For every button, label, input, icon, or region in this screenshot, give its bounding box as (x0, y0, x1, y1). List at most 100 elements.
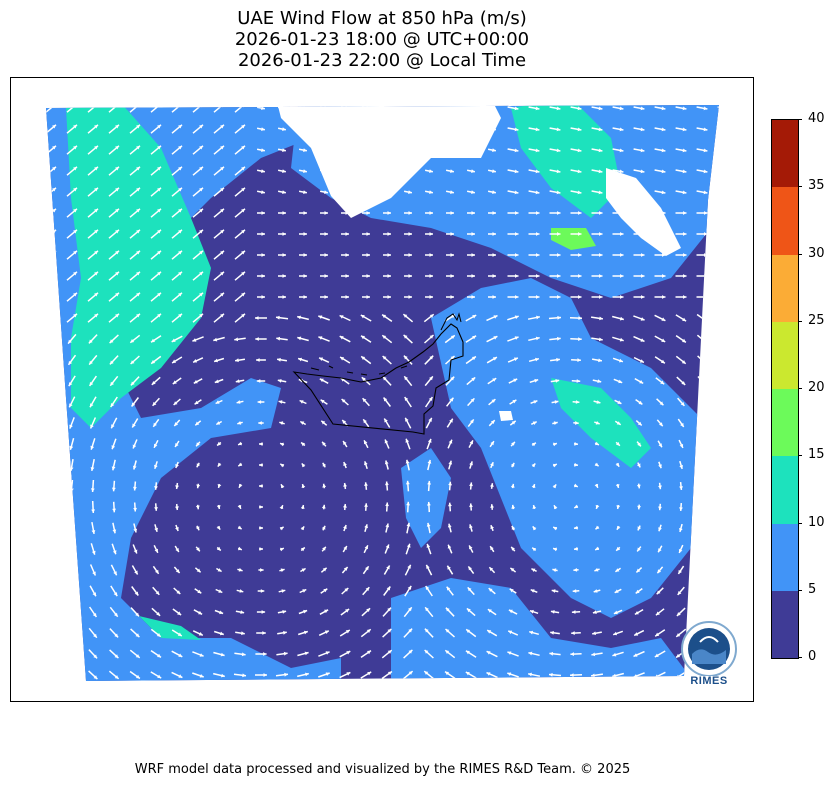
colorbar-tick-label: 35 (808, 178, 825, 194)
wind-arrow-head (595, 546, 600, 550)
wind-arrow-head (450, 295, 454, 299)
wind-arrow-head (282, 274, 286, 278)
wind-arrow-head (324, 630, 329, 634)
wind-arrow-head (241, 229, 245, 234)
wind-arrow-head (276, 336, 281, 341)
wind-arrow-head (528, 651, 533, 656)
wind-arrow-head (619, 316, 624, 321)
wind-arrow-head (387, 211, 391, 215)
wind-arrow-head (171, 338, 176, 342)
wind-arrow-head (683, 253, 687, 257)
wind-arrow-head (90, 445, 95, 450)
wind-arrow-head (199, 653, 204, 657)
wind-arrow-head (385, 502, 389, 507)
masked-terrain-dot (499, 411, 513, 421)
wind-arrow-head (303, 148, 307, 152)
wind-arrow-head (658, 548, 662, 553)
wind-arrow-head (702, 317, 707, 322)
wind-arrow-head (704, 232, 708, 236)
wind-arrow-head (572, 589, 577, 593)
wind-arrow-shaft (46, 669, 56, 681)
wind-arrow-head (724, 318, 728, 322)
wind-arrow-head (136, 105, 140, 108)
wind-arrow-head (235, 379, 240, 383)
wind-arrow-head (700, 508, 704, 512)
wind-arrow-head (424, 671, 429, 675)
wind-arrow-head (195, 526, 200, 531)
wind-arrow-head (384, 460, 389, 465)
wind-arrow-head (536, 211, 540, 215)
wind-arrow-head (195, 505, 200, 510)
wind-arrow-head (679, 443, 684, 448)
wind-arrow-head (132, 465, 137, 470)
wind-arrow-head (345, 232, 349, 236)
wind-arrow-head (151, 360, 156, 364)
wind-arrow-head (493, 336, 498, 340)
wind-arrow-head (111, 424, 115, 429)
wind-arrow-head (640, 106, 645, 111)
wind-arrow-head (156, 633, 161, 637)
wind-arrow-head (199, 292, 203, 297)
wind-arrow-head (619, 190, 624, 195)
wind-arrow-head (242, 673, 246, 678)
wind-arrow-head (52, 313, 56, 318)
wind-arrow-head (342, 420, 347, 424)
wind-arrow-head (382, 314, 387, 319)
wind-arrow-head (429, 295, 433, 299)
wind-arrow-head (178, 271, 182, 276)
wind-arrow-head (362, 398, 367, 403)
wind-arrow-head (218, 589, 223, 593)
wind-arrow-head (640, 317, 645, 321)
wind-arrow-head (178, 313, 182, 318)
wind-arrow-head (261, 169, 265, 173)
wind-arrow-head (660, 380, 665, 385)
wind-arrow-head (634, 611, 639, 615)
wind-arrow-head (136, 208, 140, 213)
wind-arrow-head (471, 148, 475, 152)
wind-arrow-head (703, 190, 708, 195)
wind-arrow-head (113, 592, 118, 597)
wind-arrow-head (577, 106, 582, 111)
wind-arrow-head (345, 630, 350, 634)
wind-arrow-head (599, 253, 603, 257)
wind-arrow-head (514, 315, 519, 320)
wind-arrow-head (281, 589, 286, 593)
wind-arrow-head (511, 525, 516, 530)
wind-arrow-head (573, 483, 578, 488)
wind-arrow-head (598, 127, 603, 132)
wind-arrow-shaft (47, 354, 55, 366)
wind-arrow-head (241, 631, 245, 636)
title-line-3: 2026-01-23 22:00 @ Local Time (237, 50, 527, 71)
wind-arrow-head (157, 145, 161, 150)
wind-arrow-head (450, 127, 454, 131)
wind-arrow-shaft (697, 607, 707, 617)
wind-arrow-head (193, 359, 198, 363)
wind-arrow-head (406, 522, 411, 527)
wind-arrow-head (552, 463, 557, 468)
wind-arrow-head (465, 650, 470, 655)
wind-arrow-head (551, 589, 556, 593)
wind-arrow-head (261, 127, 265, 131)
wind-arrow-head (221, 673, 225, 678)
wind-arrow-head (492, 253, 496, 257)
wind-arrow-head (620, 295, 624, 299)
wind-arrow-head (721, 488, 725, 492)
wind-arrow-head (445, 671, 449, 676)
wind-arrow-head (213, 337, 218, 342)
wind-arrow-head (408, 169, 412, 173)
wind-arrow-head (319, 378, 324, 383)
wind-arrow-shaft (49, 479, 53, 493)
wind-arrow-head (324, 127, 328, 131)
wind-arrow-head (594, 483, 599, 488)
wind-arrow-head (115, 250, 119, 255)
wind-arrow-head (279, 547, 284, 552)
wind-arrow-head (616, 525, 621, 530)
wind-arrow-head (364, 461, 368, 466)
wind-arrow-head (115, 313, 119, 318)
wind-arrow-head (284, 672, 288, 677)
title-line-2: 2026-01-23 18:00 @ UTC+00:00 (234, 29, 530, 50)
wind-arrow-head (620, 232, 624, 236)
wind-arrow-head (492, 211, 496, 215)
wind-arrow-head (387, 232, 391, 236)
wind-arrow-head (404, 397, 409, 401)
